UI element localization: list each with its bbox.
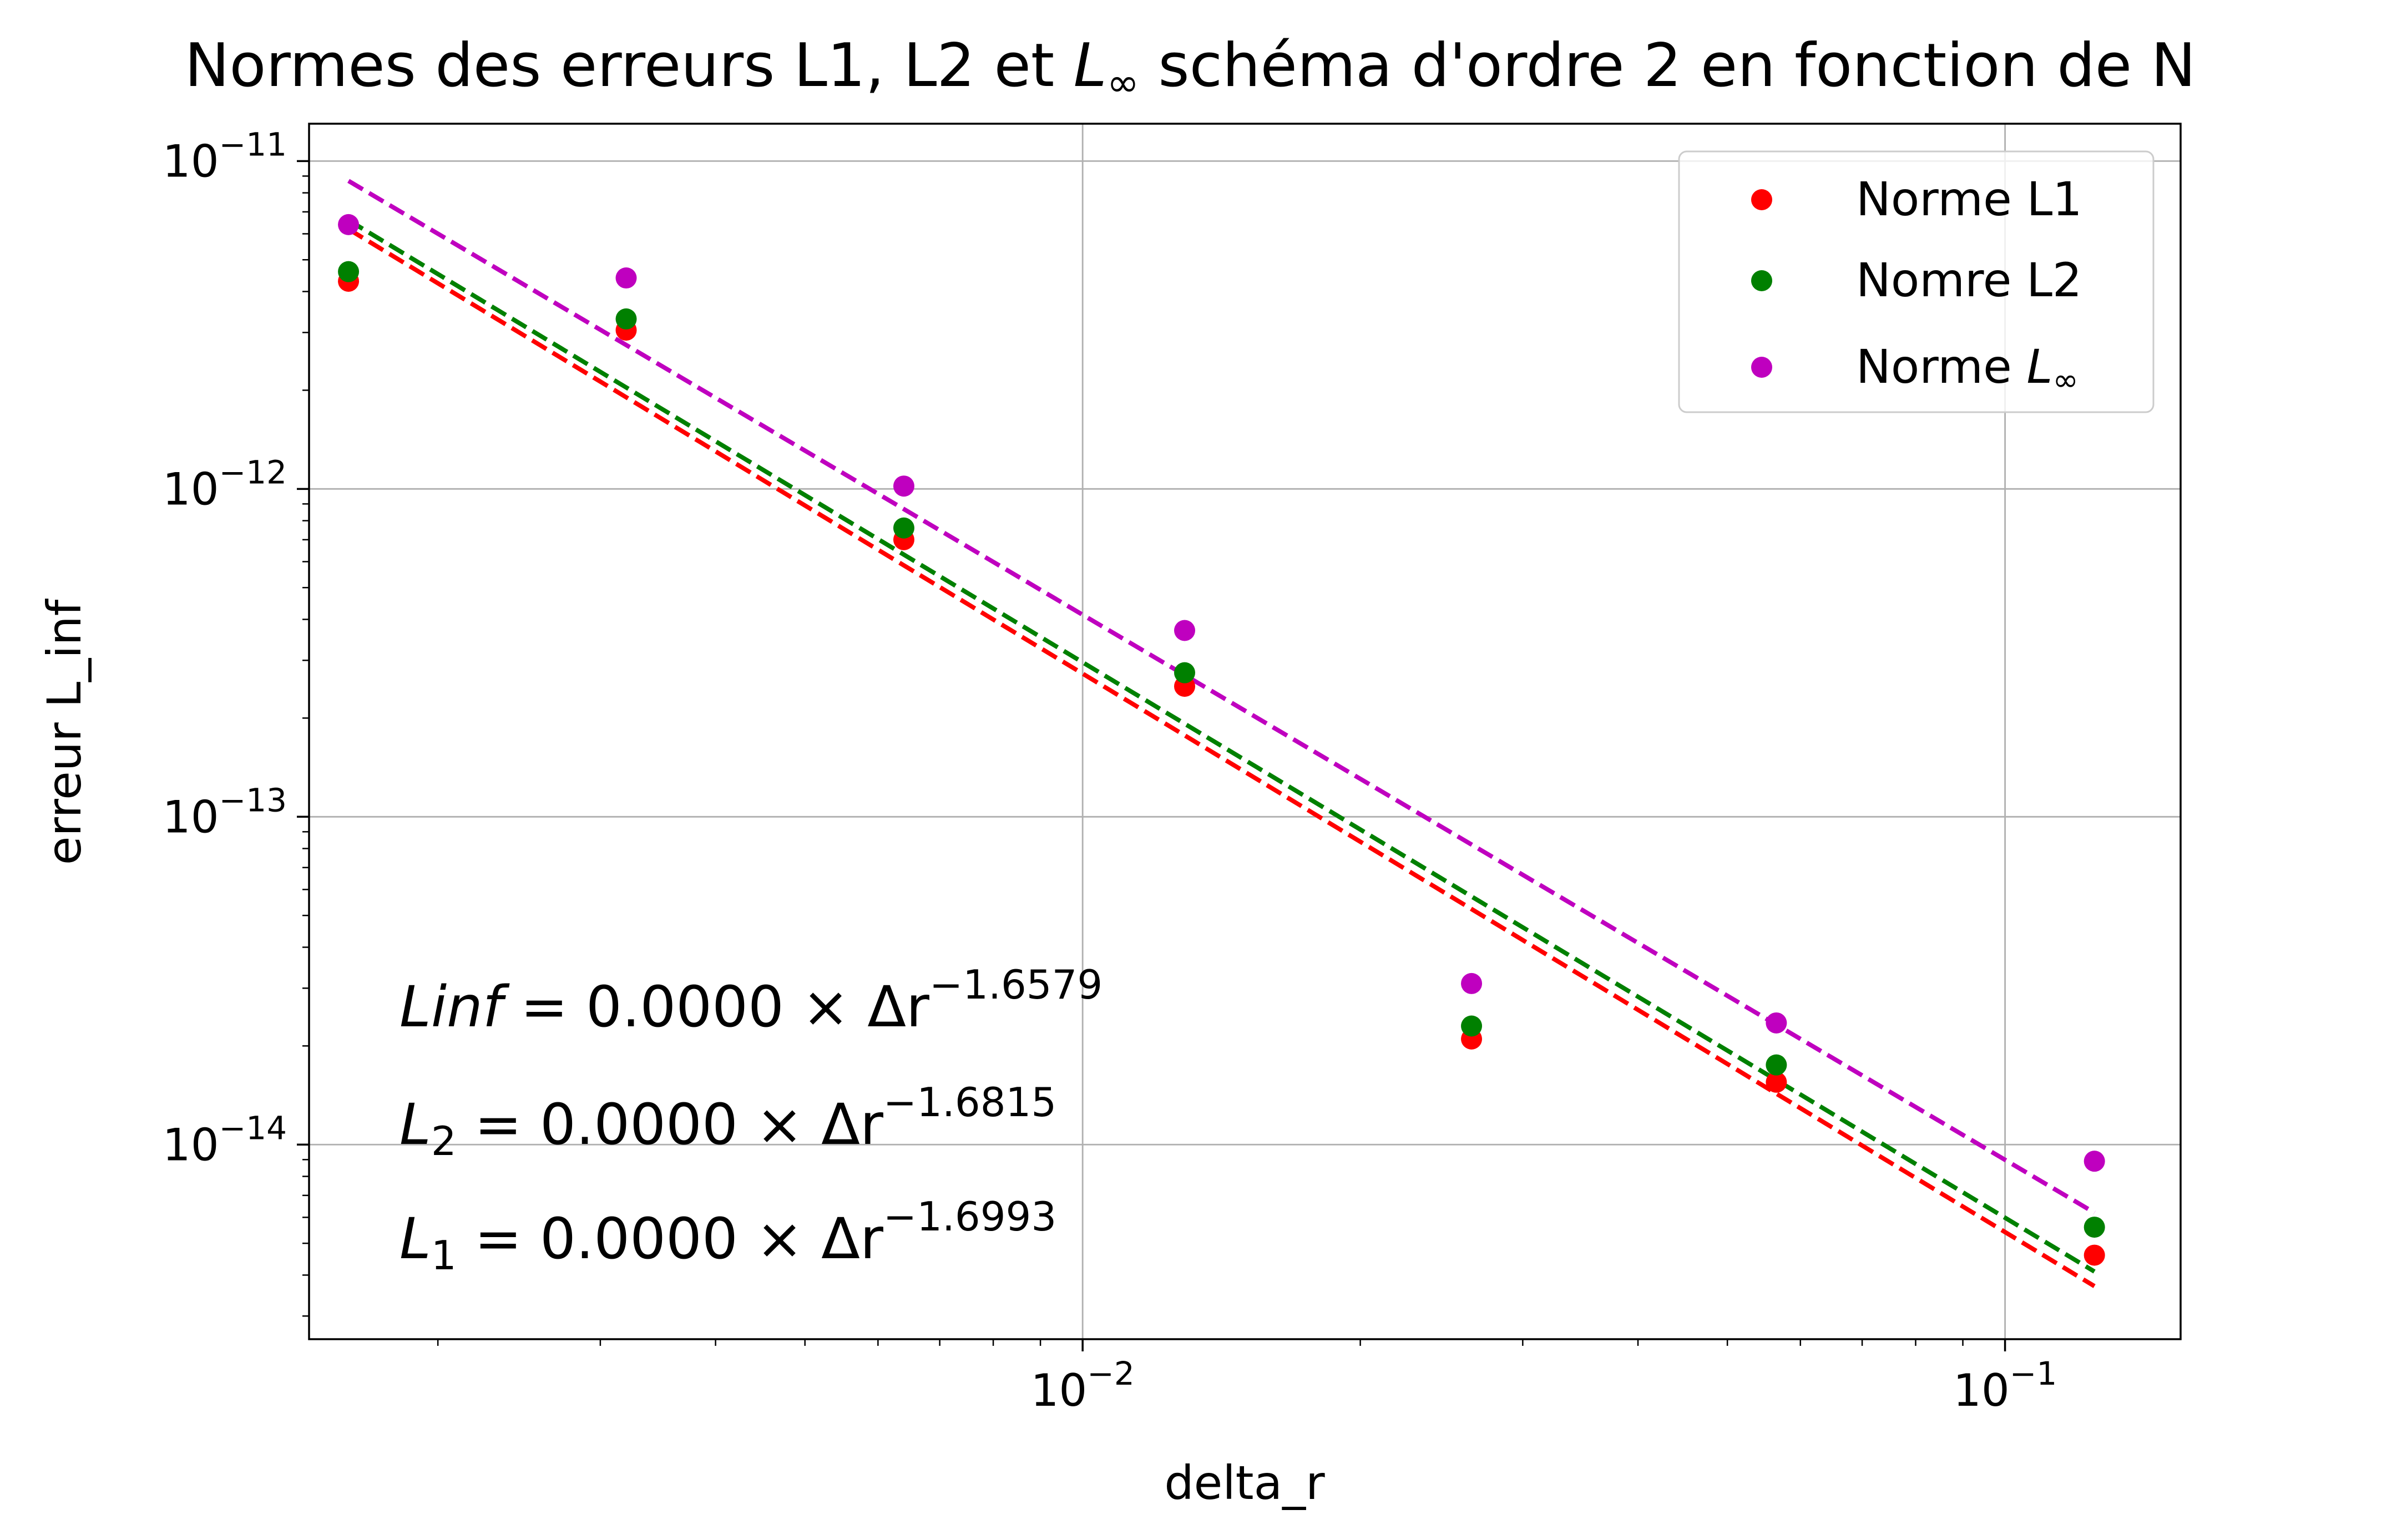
x-axis-label: delta_r (1164, 1456, 1325, 1510)
point-series-3 (338, 214, 360, 235)
fit-formula: L2 = 0.0000 × Δr−1.6815 (400, 1079, 1056, 1164)
legend-marker (1751, 270, 1772, 291)
point-series-2 (893, 517, 914, 539)
fit-lines (347, 179, 2096, 1288)
y-tick-label: 10−11 (163, 125, 287, 187)
legend-label: Norme L1 (1856, 172, 2082, 226)
legend: Norme L1 Nomre L2 Norme L∞ (1678, 150, 2155, 413)
plot-frame (308, 123, 2182, 1340)
point-series-1 (2084, 1244, 2105, 1266)
x-tick-label: 10−1 (1953, 1355, 2057, 1416)
legend-label: Norme L∞ (1856, 340, 2079, 398)
legend-box (1678, 150, 2155, 413)
point-series-2 (1766, 1054, 1787, 1076)
point-series-3 (1766, 1012, 1787, 1034)
fit-line-series-1 (347, 227, 2096, 1288)
chart-title: Normes des erreurs L1, L2 et L∞ schéma d… (185, 31, 2196, 105)
legend-marker (1751, 189, 1772, 210)
data-points (338, 214, 2105, 1266)
point-series-2 (615, 308, 637, 330)
y-tick-label: 10−14 (163, 1109, 287, 1171)
point-series-3 (1174, 620, 1196, 641)
fit-line-series-2 (347, 218, 2096, 1274)
legend-label: Nomre L2 (1856, 253, 2082, 307)
fit-formula: L1 = 0.0000 × Δr−1.6993 (400, 1193, 1056, 1279)
fit-annotations: Linf = 0.0000 × Δr−1.6579 L2 = 0.0000 × Δ… (400, 961, 1103, 1279)
point-series-3 (893, 475, 914, 497)
point-series-2 (1174, 662, 1196, 683)
y-axis-label: erreur L_inf (37, 598, 92, 865)
point-series-3 (615, 267, 637, 289)
point-series-3 (1461, 972, 1483, 994)
point-series-2 (2084, 1217, 2105, 1238)
axis-ticks (297, 160, 2006, 1351)
y-tick-label: 10−12 (163, 453, 287, 515)
point-series-1 (1766, 1071, 1787, 1093)
minor-ticks (302, 175, 1964, 1346)
x-tick-label: 10−2 (1031, 1355, 1135, 1416)
y-tick-label: 10−13 (163, 781, 287, 843)
tick-labels: 10−2 10−1 10−11 10−12 10−13 10−14 (163, 125, 2057, 1416)
point-series-2 (1461, 1015, 1483, 1037)
fit-line-series-3 (347, 179, 2096, 1215)
point-series-2 (338, 261, 360, 282)
fit-formula: Linf = 0.0000 × Δr−1.6579 (400, 961, 1103, 1040)
point-series-3 (2084, 1151, 2105, 1172)
legend-marker (1751, 357, 1772, 378)
